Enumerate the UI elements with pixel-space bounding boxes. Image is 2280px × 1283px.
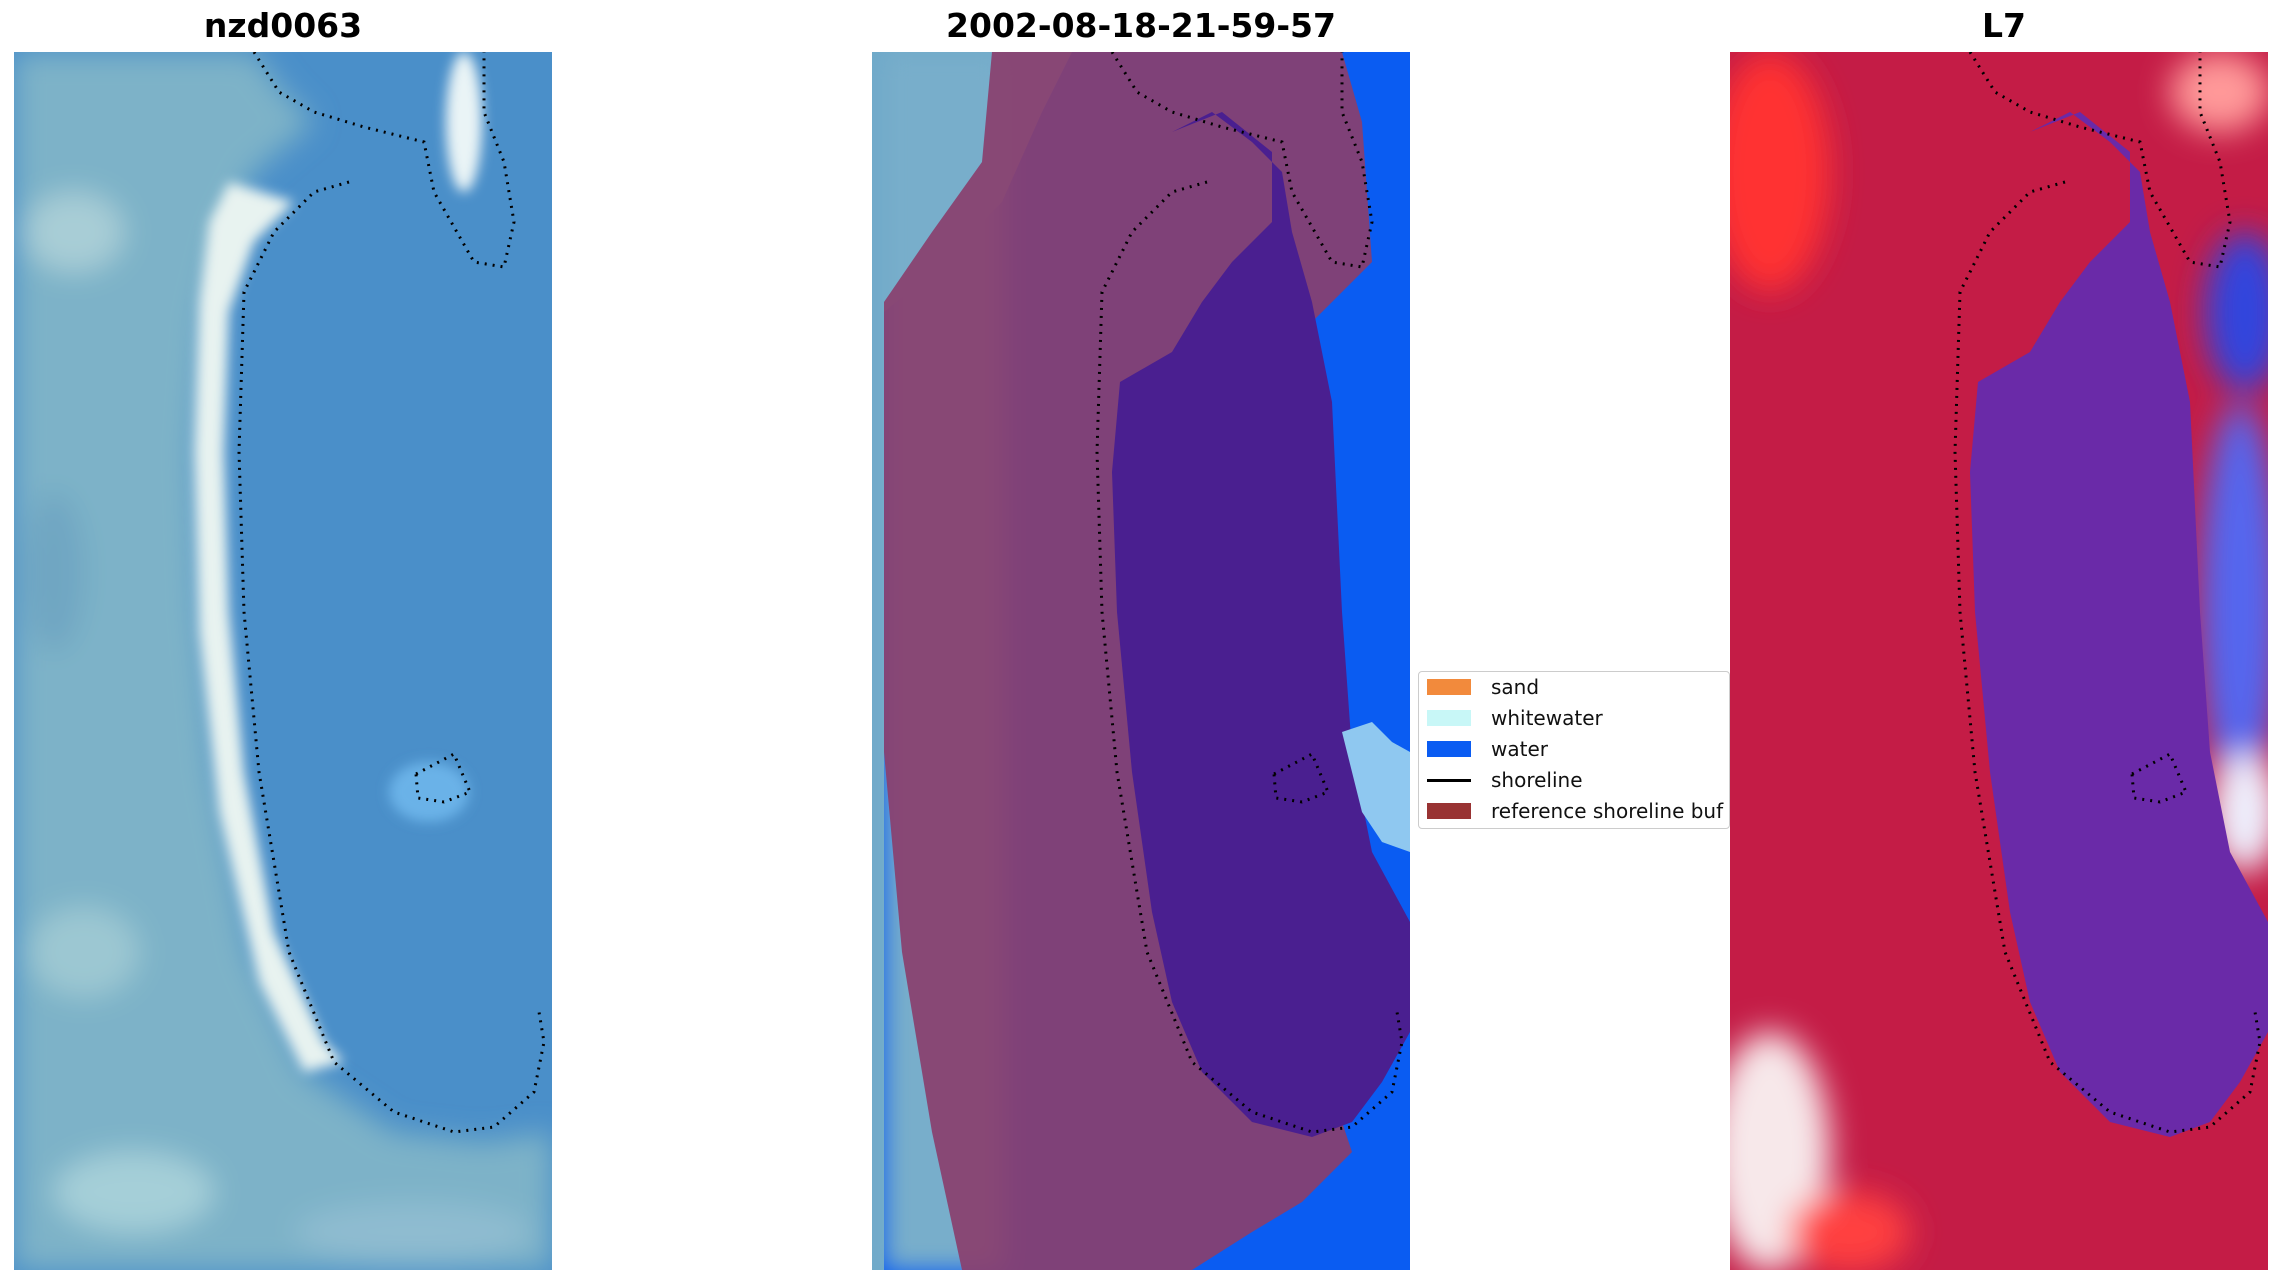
shoreline-contour	[1095, 52, 1404, 1134]
panel-title-satellite: L7	[1982, 6, 2026, 45]
classified-image-panel	[872, 52, 1410, 1270]
reference-buffer-swatch	[1427, 803, 1471, 819]
legend-item-sand: sand	[1427, 674, 1539, 700]
panel-title-image: nzd0063	[203, 6, 363, 45]
water-swatch	[1427, 741, 1471, 757]
legend-item-shoreline: shoreline	[1427, 767, 1583, 793]
beach-strip	[194, 52, 482, 1072]
land-area	[14, 52, 552, 1270]
index-map-panel	[1730, 52, 2268, 1270]
shoreline-line-swatch	[1427, 778, 1471, 782]
rgb-image-panel	[14, 52, 552, 1270]
legend-item-water: water	[1427, 736, 1548, 762]
legend-label-water: water	[1491, 737, 1548, 761]
legend: sand whitewater water shoreline referenc…	[1418, 671, 1730, 829]
shoreline-contour	[1953, 52, 2262, 1134]
legend-label-reference-buffer: reference shoreline buf	[1491, 799, 1724, 823]
shoreline-contour	[237, 52, 546, 1134]
rgb-image	[14, 52, 552, 1270]
legend-label-shoreline: shoreline	[1491, 768, 1583, 792]
whitewater-swatch	[1427, 710, 1471, 726]
panel-title-date: 2002-08-18-21-59-57	[946, 6, 1336, 45]
whitewater-patch	[1342, 722, 1410, 852]
classified-image	[872, 52, 1410, 1270]
index-map	[1730, 52, 2268, 1270]
sand-swatch	[1427, 679, 1471, 695]
legend-label-whitewater: whitewater	[1491, 706, 1603, 730]
index-highlights	[1730, 52, 2268, 1270]
lagoon-water-class	[1112, 112, 1410, 1137]
index-lagoon-area	[1970, 112, 2268, 1137]
legend-item-reference-buffer: reference shoreline buf	[1427, 798, 1723, 824]
legend-item-whitewater: whitewater	[1427, 705, 1603, 731]
legend-label-sand: sand	[1491, 675, 1540, 699]
